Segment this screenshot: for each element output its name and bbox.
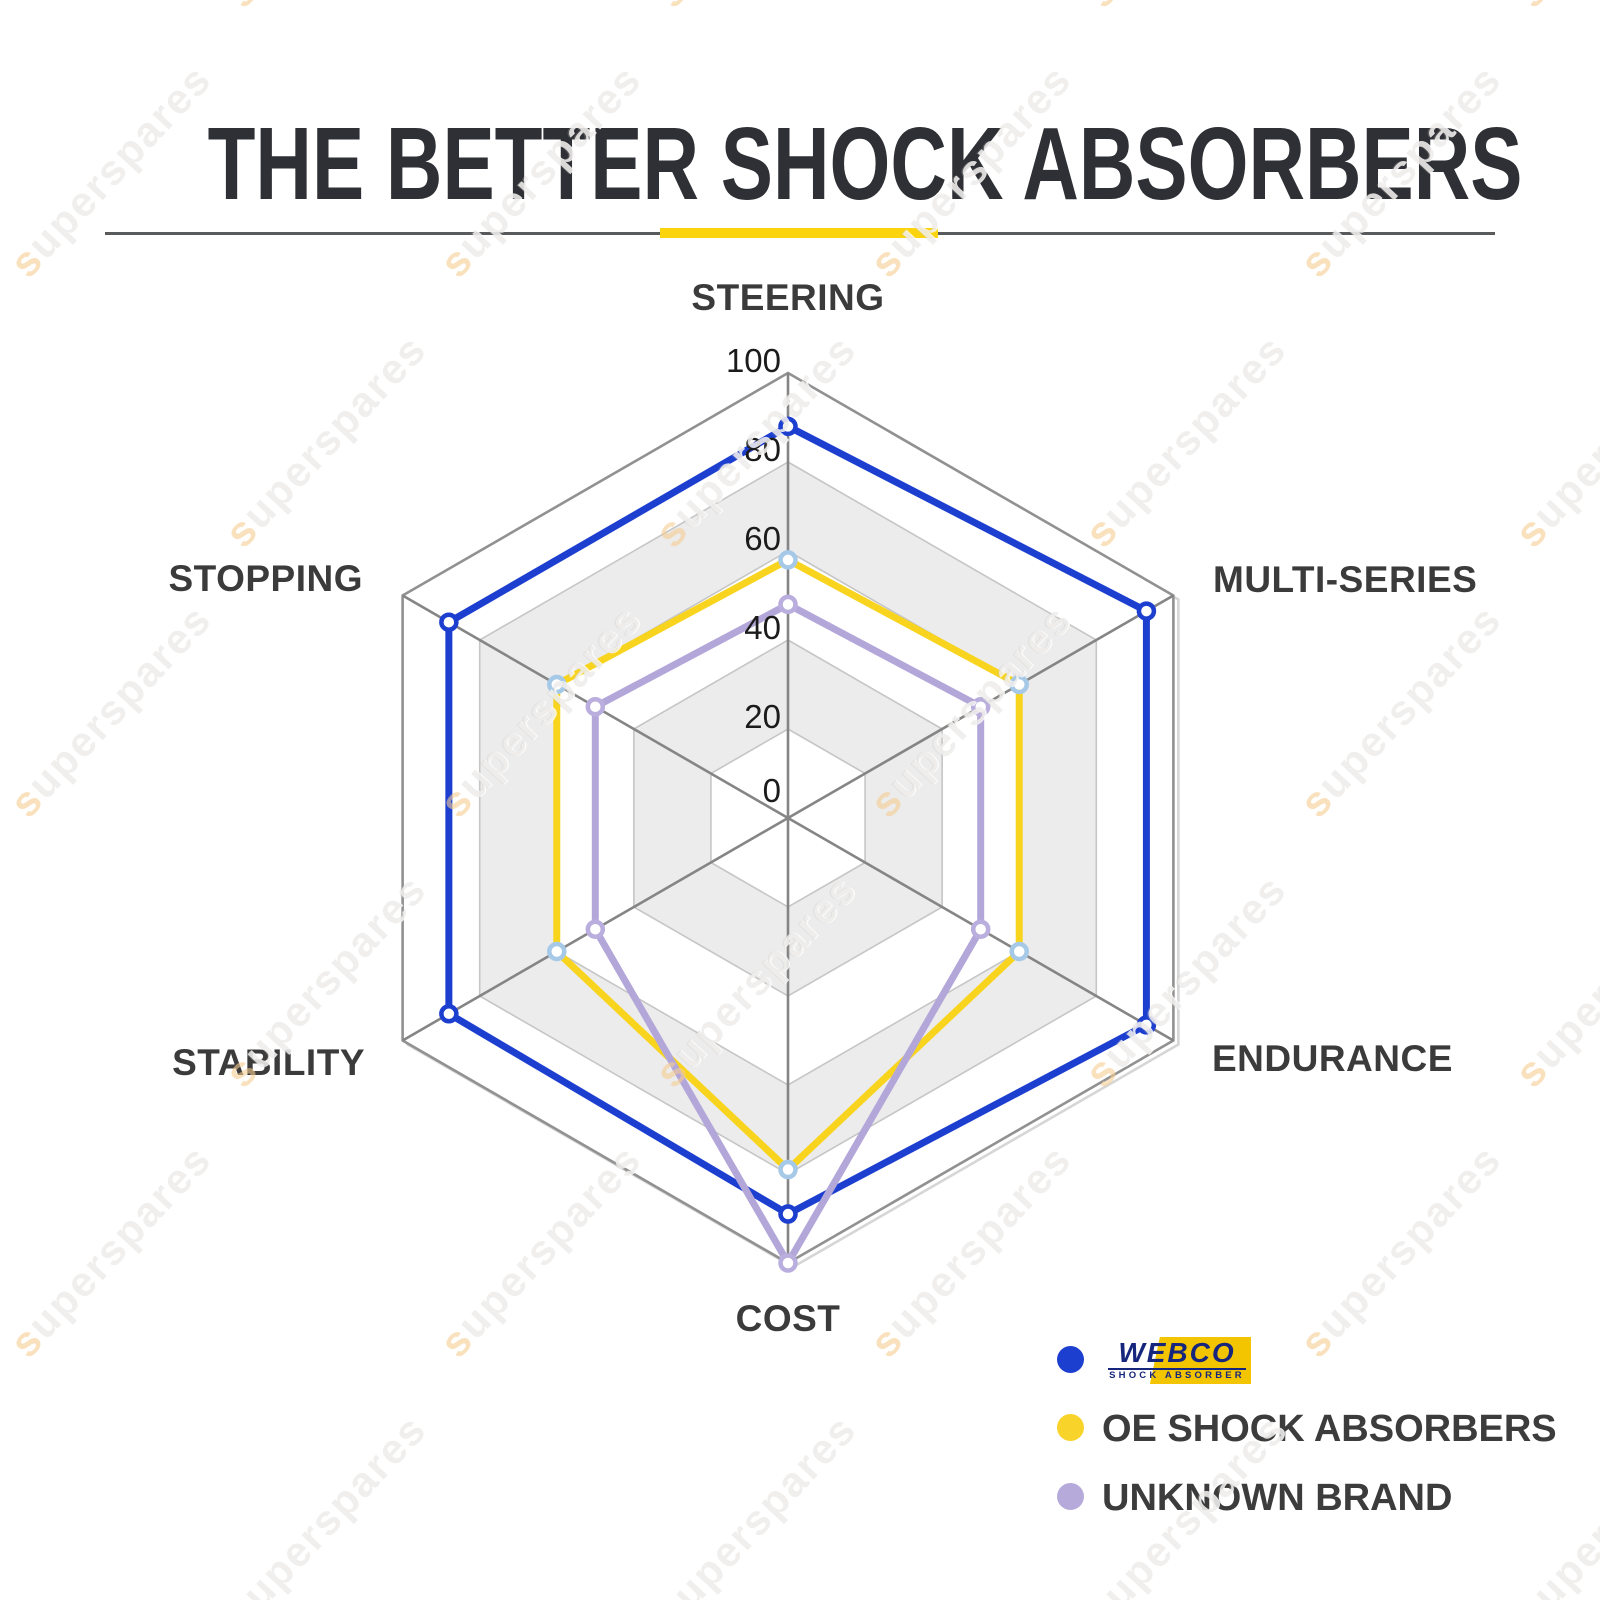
page-title-text: THE BETTER SHOCK ABSORBERS [207, 106, 1523, 221]
page-title: THE BETTER SHOCK ABSORBERS [0, 112, 1600, 215]
data-point-unknown-5 [585, 697, 606, 717]
data-point-unknown-0 [778, 594, 798, 615]
webco-series-dot-icon [1057, 1346, 1084, 1373]
data-point-oe-0 [778, 550, 798, 570]
axis-label-endurance: ENDURANCE [1212, 1038, 1453, 1079]
axis-label-multi-series: MULTI-SERIES [1213, 559, 1478, 600]
legend-label-unknown: UNKNOWN BRAND [1102, 1477, 1453, 1519]
data-point-oe-2 [1009, 941, 1029, 962]
data-point-oe-1 [1009, 674, 1029, 695]
unknown-series-dot-icon [1057, 1483, 1084, 1510]
tick-label-100: 100 [725, 342, 781, 379]
data-point-unknown-4 [585, 919, 606, 939]
data-point-oe-5 [547, 674, 567, 695]
webco-logo-rule [1108, 1368, 1246, 1370]
oe-series-dot-icon [1057, 1414, 1084, 1441]
webco-logo-subtitle: SHOCK ABSORBER [1109, 1370, 1245, 1381]
data-point-webco-2 [1136, 1015, 1157, 1035]
data-point-oe-3 [778, 1159, 798, 1180]
data-point-webco-5 [439, 612, 459, 632]
axis-label-cost: COST [735, 1298, 841, 1339]
axis-label-steering: STEERING [691, 277, 885, 318]
axis-label-stopping: STOPPING [168, 558, 363, 599]
data-point-unknown-3 [778, 1253, 798, 1273]
tick-label-20: 20 [744, 698, 781, 735]
data-point-webco-4 [439, 1004, 459, 1024]
data-point-webco-3 [778, 1204, 798, 1224]
webco-logo: WEBCO SHOCK ABSORBER [1103, 1337, 1251, 1384]
tick-label-60: 60 [744, 520, 781, 557]
data-point-webco-1 [1136, 601, 1157, 621]
data-point-unknown-1 [970, 697, 991, 717]
tick-label-40: 40 [744, 609, 781, 646]
axis-label-stability: STABILITY [172, 1042, 365, 1083]
tick-label-0: 0 [762, 772, 781, 809]
webco-logo-word: WEBCO [1118, 1337, 1236, 1368]
title-divider-accent [660, 228, 938, 238]
legend-label-oe: OE SHOCK ABSORBERS [1102, 1408, 1557, 1450]
data-point-oe-4 [547, 941, 567, 962]
data-point-webco-0 [778, 416, 798, 437]
tick-label-80: 80 [744, 431, 781, 468]
data-point-unknown-2 [970, 919, 991, 939]
